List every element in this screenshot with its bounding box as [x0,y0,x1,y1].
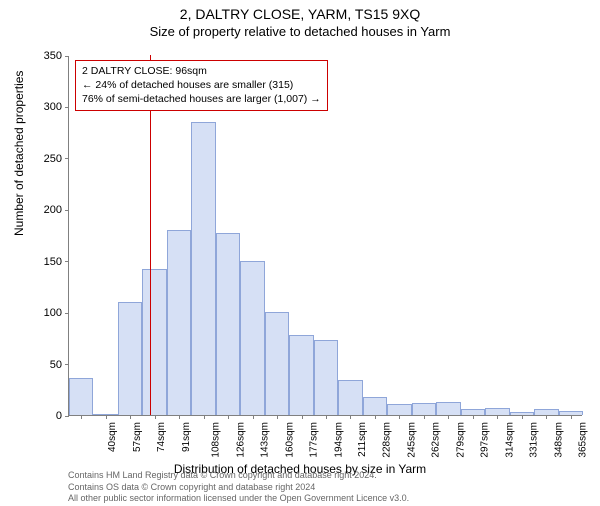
ytick-mark [65,56,69,57]
histogram-bar [265,312,289,415]
ytick-label: 350 [32,50,62,62]
xtick-label: 126sqm [235,422,246,458]
ytick-label: 200 [32,204,62,216]
histogram-bar [142,269,166,415]
histogram-bar [387,404,411,415]
xtick-label: 314sqm [504,422,515,458]
histogram-bar [338,380,362,415]
ytick-mark [65,261,69,262]
xtick-mark [424,415,425,419]
chart-container: 2, DALTRY CLOSE, YARM, TS15 9XQ Size of … [0,6,600,506]
xtick-mark [546,415,547,419]
chart-subtitle: Size of property relative to detached ho… [0,24,600,39]
xtick-mark [228,415,229,419]
ytick-label: 0 [32,410,62,422]
xtick-label: 57sqm [132,422,143,452]
xtick-label: 74sqm [156,422,167,452]
xtick-mark [302,415,303,419]
info-line-2: ← 24% of detached houses are smaller (31… [82,78,321,92]
ytick-label: 300 [32,101,62,113]
xtick-label: 177sqm [309,422,320,458]
histogram-bar [289,335,313,415]
histogram-bar [216,233,240,415]
histogram-bar [191,122,215,415]
info-line-1: 2 DALTRY CLOSE: 96sqm [82,64,321,78]
histogram-bar [314,340,338,415]
xtick-mark [277,415,278,419]
ytick-mark [65,158,69,159]
xtick-mark [179,415,180,419]
xtick-label: 245sqm [407,422,418,458]
xtick-mark [350,415,351,419]
xtick-mark [81,415,82,419]
ytick-label: 50 [32,359,62,371]
xtick-mark [106,415,107,419]
ytick-mark [65,364,69,365]
ytick-label: 100 [32,307,62,319]
xtick-label: 40sqm [107,422,118,452]
histogram-bar [485,408,509,415]
xtick-label: 194sqm [333,422,344,458]
credits-line-2: Contains OS data © Crown copyright and d… [68,482,409,493]
histogram-bar [412,403,436,415]
y-axis-label: Number of detached properties [12,71,26,236]
xtick-mark [130,415,131,419]
histogram-bar [69,378,93,415]
ytick-mark [65,416,69,417]
xtick-mark [253,415,254,419]
xtick-mark [326,415,327,419]
credits-line-1: Contains HM Land Registry data © Crown c… [68,470,409,481]
xtick-label: 91sqm [181,422,192,452]
xtick-label: 279sqm [455,422,466,458]
ytick-label: 250 [32,153,62,165]
xtick-label: 143sqm [260,422,271,458]
xtick-label: 108sqm [211,422,222,458]
ytick-mark [65,210,69,211]
chart-title: 2, DALTRY CLOSE, YARM, TS15 9XQ [0,6,600,22]
xtick-mark [399,415,400,419]
histogram-bar [167,230,191,415]
ytick-mark [65,313,69,314]
info-line-3: 76% of semi-detached houses are larger (… [82,92,321,106]
xtick-label: 297sqm [480,422,491,458]
xtick-mark [473,415,474,419]
histogram-bar [363,397,387,416]
credits-line-3: All other public sector information lice… [68,493,409,504]
xtick-mark [497,415,498,419]
xtick-mark [522,415,523,419]
xtick-label: 211sqm [357,422,368,457]
histogram-bar [118,302,142,415]
histogram-bar [240,261,264,415]
xtick-label: 160sqm [284,422,295,458]
xtick-label: 365sqm [578,422,589,458]
histogram-bar [436,402,460,415]
xtick-label: 262sqm [431,422,442,458]
xtick-mark [375,415,376,419]
ytick-mark [65,107,69,108]
info-annotation-box: 2 DALTRY CLOSE: 96sqm ← 24% of detached … [75,60,328,111]
xtick-mark [571,415,572,419]
xtick-mark [155,415,156,419]
credits-text: Contains HM Land Registry data © Crown c… [68,470,409,504]
xtick-mark [204,415,205,419]
xtick-label: 348sqm [553,422,564,458]
xtick-mark [448,415,449,419]
ytick-label: 150 [32,256,62,268]
xtick-label: 228sqm [382,422,393,458]
xtick-label: 331sqm [529,422,540,458]
